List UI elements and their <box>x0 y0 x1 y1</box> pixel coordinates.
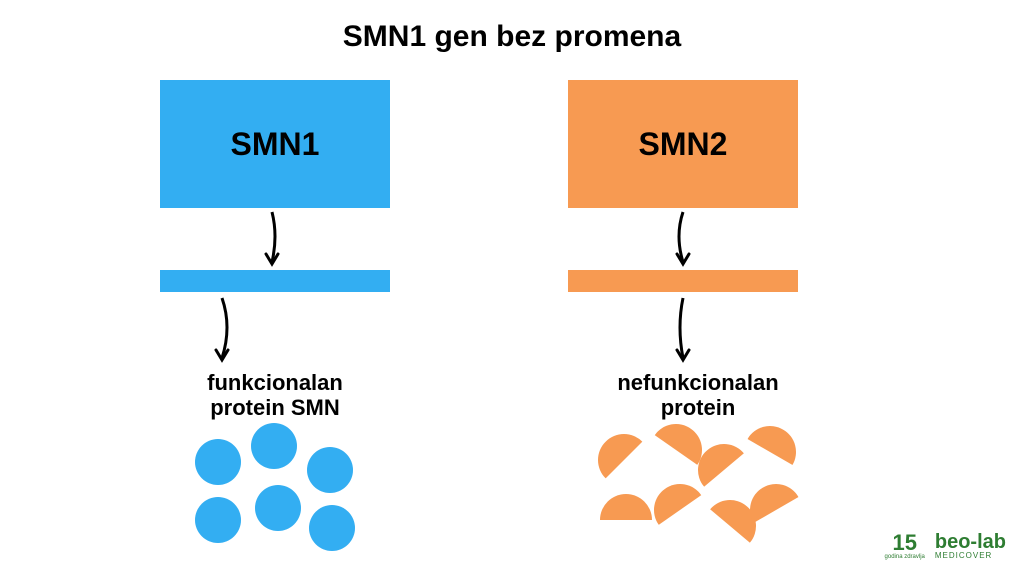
functional-protein-dot <box>195 497 241 543</box>
diagram-stage: SMN1 gen bez promena SMN1 funkcionalan p… <box>0 0 1024 576</box>
nonfunctional-protein-fragment <box>587 423 642 478</box>
nonfunctional-protein-fragment <box>644 474 702 525</box>
brand-name: beo-lab <box>935 532 1006 552</box>
nonfunctional-protein-fragment <box>740 474 798 523</box>
arrow-smn1-a <box>252 210 292 278</box>
smn1-caption: funkcionalan protein SMN <box>135 370 415 421</box>
arrow-smn1-b <box>202 296 242 374</box>
nonfunctional-protein-fragment <box>600 494 652 520</box>
nonfunctional-protein-fragment <box>747 416 805 465</box>
brand-sub: MEDICOVER <box>935 552 1006 560</box>
brand-logo: 15 godina zdravlja beo-lab MEDICOVER <box>885 532 1006 560</box>
badge-15-sub: godina zdravlja <box>885 554 925 560</box>
functional-protein-dot <box>309 505 355 551</box>
functional-protein-dot <box>255 485 301 531</box>
smn1-gene-box: SMN1 <box>160 80 390 208</box>
arrow-smn2-b <box>663 296 703 374</box>
functional-protein-dot <box>251 423 297 469</box>
smn1-gene-label: SMN1 <box>231 126 320 163</box>
brand-text: beo-lab MEDICOVER <box>935 532 1006 560</box>
smn2-gene-box: SMN2 <box>568 80 798 208</box>
smn2-caption: nefunkcionalan protein <box>548 370 848 421</box>
arrow-smn2-a <box>663 210 703 278</box>
functional-protein-dot <box>307 447 353 493</box>
smn1-caption-line2: protein SMN <box>210 395 340 420</box>
page-title: SMN1 gen bez promena <box>0 20 1024 54</box>
badge-15-number: 15 <box>885 532 925 554</box>
badge-15-icon: 15 godina zdravlja <box>885 532 925 560</box>
smn2-gene-label: SMN2 <box>639 126 728 163</box>
functional-protein-dot <box>195 439 241 485</box>
